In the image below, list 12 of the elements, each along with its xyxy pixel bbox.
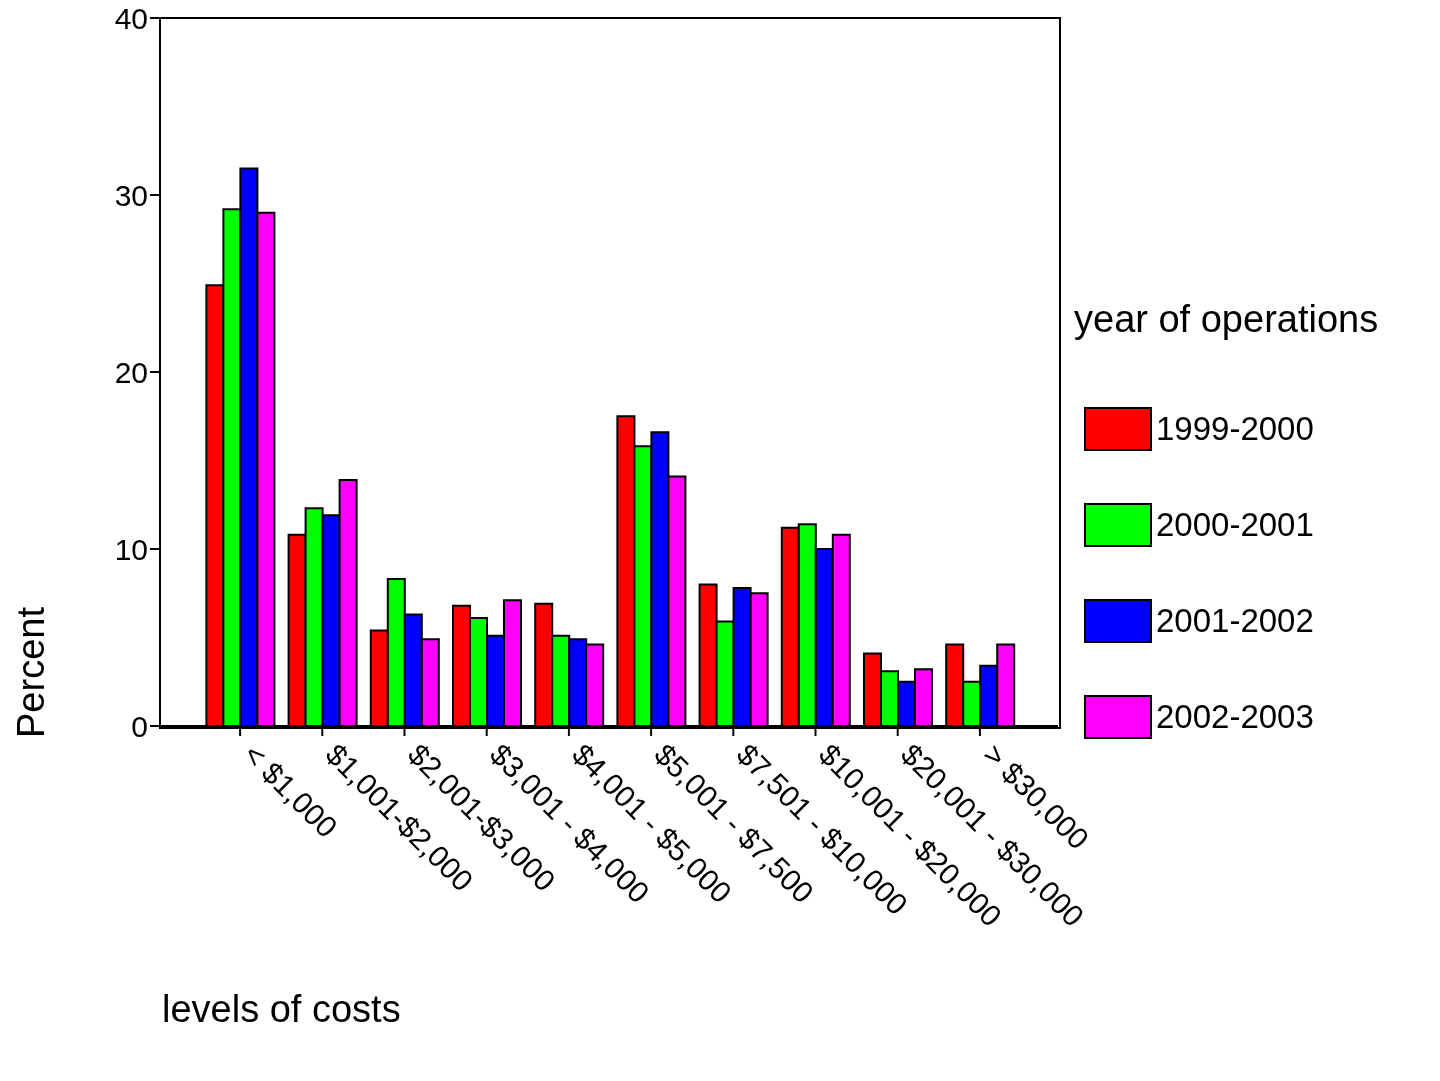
legend-title: year of operations (1074, 298, 1380, 341)
y-axis-title: Percent (10, 607, 53, 738)
y-tick-label: 0 (131, 709, 148, 743)
legend-label: 1999-2000 (1156, 410, 1314, 448)
y-tick-label: 30 (114, 178, 148, 212)
legend-label: 2001-2002 (1156, 602, 1314, 640)
legend-label: 2002-2003 (1156, 698, 1314, 736)
y-tick-label: 20 (114, 355, 148, 389)
legend-label: 2000-2001 (1156, 506, 1314, 544)
y-tick-label: 10 (114, 532, 148, 566)
x-axis-title: levels of costs (162, 988, 401, 1031)
y-tick-label: 40 (114, 1, 148, 35)
